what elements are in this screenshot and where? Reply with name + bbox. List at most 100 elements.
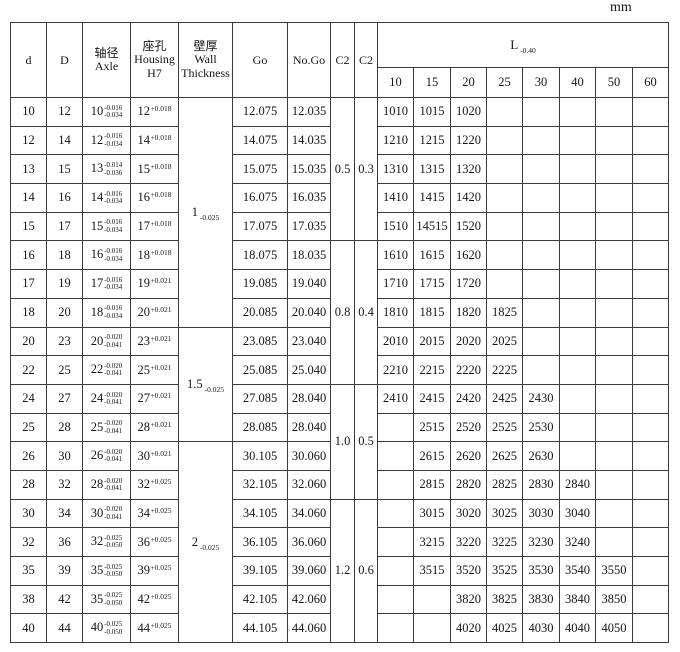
cell-l-50 <box>595 125 633 156</box>
cell-go: 28.085 <box>232 412 288 443</box>
cell-D: 19 <box>46 269 83 299</box>
cell-l-15: 2515 <box>413 412 451 443</box>
cell-l-20: 2020 <box>450 326 487 357</box>
cell-D: 32 <box>46 469 83 500</box>
cell-l-50 <box>595 240 633 271</box>
cell-l-30 <box>522 183 560 213</box>
table-row: 30 34 30 -0.020 -0.041 34+0.025 34.105 34.060 1.… <box>10 498 669 644</box>
cell-nogo: 12.035 <box>287 97 331 127</box>
cell-l-40 <box>559 183 596 213</box>
housing-header-grade: H7 <box>147 65 162 80</box>
table-row: 38 42 35 -0.025 -0.050 42+0.025 42.105 42.060 38… <box>10 584 669 615</box>
cell-l-60 <box>632 97 669 127</box>
cell-axle: 32 -0.025 -0.050 <box>82 527 131 557</box>
cell-l-40 <box>559 240 596 271</box>
table-row: 10 12 10 -0.016 -0.034 12+0.018 1 -0.025 12.075 1… <box>10 96 669 328</box>
col-header-housing: 座孔 Housing H7 <box>130 22 179 98</box>
cell-housing: 34+0.025 <box>130 498 179 529</box>
cell-l-10: 1210 <box>377 125 414 156</box>
cell-l-30: 2430 <box>522 383 560 414</box>
header-row-l-sizes: 10 15 20 25 30 40 50 60 <box>11 67 669 98</box>
cell-l-10 <box>377 613 414 644</box>
cell-l-10: 1010 <box>377 97 414 127</box>
cell-l-10: 1410 <box>377 183 414 213</box>
cell-l-25: 3825 <box>486 584 523 615</box>
cell-d: 14 <box>10 183 47 213</box>
cell-l-40: 3040 <box>559 498 596 529</box>
cell-l-40 <box>559 211 596 242</box>
cell-l-15: 1015 <box>413 97 451 127</box>
cell-l-10 <box>377 412 414 443</box>
cell-c2-first: 1.2 <box>330 498 355 644</box>
axle-header-en: Axle <box>94 59 119 73</box>
wall-header-zh: 壁厚 <box>193 38 218 53</box>
cell-l-10: 1710 <box>377 269 414 299</box>
cell-nogo: 20.040 <box>287 297 331 328</box>
cell-axle: 12 -0.016 -0.034 <box>82 125 131 156</box>
cell-l-15: 14515 <box>413 211 451 242</box>
cell-l-50: 4050 <box>595 613 633 644</box>
cell-l-30: 3830 <box>522 584 560 615</box>
cell-l-30: 3230 <box>522 527 560 557</box>
cell-axle: 13 -0.014 -0.036 <box>82 154 131 185</box>
cell-axle: 24 -0.020 -0.041 <box>82 383 131 414</box>
cell-wall-thickness: 2 -0.025 <box>178 441 233 644</box>
cell-l-60 <box>632 240 669 271</box>
cell-l-30: 3030 <box>522 498 560 529</box>
cell-c2-second: 0.5 <box>354 383 378 500</box>
cell-l-30: 3530 <box>522 556 560 586</box>
wall-header-en2: Thickness <box>181 65 230 80</box>
l-size-60: 60 <box>632 67 669 98</box>
cell-axle: 17 -0.016 -0.034 <box>82 269 131 299</box>
cell-d: 26 <box>10 441 47 471</box>
table-row: 13 15 13 -0.014 -0.036 15+0.018 15.075 15.035 13… <box>10 154 669 185</box>
cell-l-15: 3515 <box>413 556 451 586</box>
cell-D: 39 <box>46 556 83 586</box>
table-row: 17 19 17 -0.016 -0.034 19+0.021 19.085 19.040 17… <box>10 269 669 299</box>
col-header-c2-first: C2 <box>330 22 355 98</box>
cell-l-30 <box>522 97 560 127</box>
cell-l-20: 1720 <box>450 269 487 299</box>
cell-l-40 <box>559 125 596 156</box>
cell-l-20: 1020 <box>450 97 487 127</box>
col-header-L: L -0.40 <box>377 22 669 68</box>
cell-nogo: 16.035 <box>287 183 331 213</box>
spec-table: d D 轴径 Axle 座孔 Housing H7 壁厚 Wall Thickn… <box>10 22 669 644</box>
cell-l-30: 2830 <box>522 469 560 500</box>
cell-go: 32.105 <box>232 469 288 500</box>
cell-housing: 12+0.018 <box>130 97 179 127</box>
cell-nogo: 28.040 <box>287 383 331 414</box>
cell-l-50 <box>595 297 633 328</box>
cell-go: 44.105 <box>232 613 288 644</box>
cell-housing: 19+0.021 <box>130 269 179 299</box>
cell-go: 18.075 <box>232 240 288 271</box>
L-tolerance: -0.40 <box>520 45 536 55</box>
cell-d: 15 <box>10 211 47 242</box>
cell-l-10: 2210 <box>377 355 414 385</box>
cell-nogo: 14.035 <box>287 125 331 156</box>
cell-nogo: 17.035 <box>287 211 331 242</box>
cell-d: 22 <box>10 355 47 385</box>
cell-D: 28 <box>46 412 83 443</box>
cell-l-10 <box>377 584 414 615</box>
cell-nogo: 25.040 <box>287 355 331 385</box>
cell-l-25 <box>486 125 523 156</box>
cell-l-30: 4030 <box>522 613 560 644</box>
cell-l-60 <box>632 154 669 185</box>
cell-l-20: 2620 <box>450 441 487 471</box>
cell-l-40 <box>559 326 596 357</box>
cell-l-10 <box>377 556 414 586</box>
cell-D: 34 <box>46 498 83 529</box>
col-header-wall: 壁厚 Wall Thickness <box>178 22 233 98</box>
cell-l-25: 2825 <box>486 469 523 500</box>
cell-l-30: 2630 <box>522 441 560 471</box>
col-header-nogo: No.Go <box>287 22 331 98</box>
cell-l-50 <box>595 326 633 357</box>
cell-D: 15 <box>46 154 83 185</box>
cell-l-25: 3225 <box>486 527 523 557</box>
cell-l-25: 2525 <box>486 412 523 443</box>
table-row: 40 44 40 -0.025 -0.050 44+0.025 44.105 44.060 40… <box>10 613 669 644</box>
cell-D: 20 <box>46 297 83 328</box>
cell-axle: 10 -0.016 -0.034 <box>82 97 131 127</box>
cell-l-30 <box>522 269 560 299</box>
